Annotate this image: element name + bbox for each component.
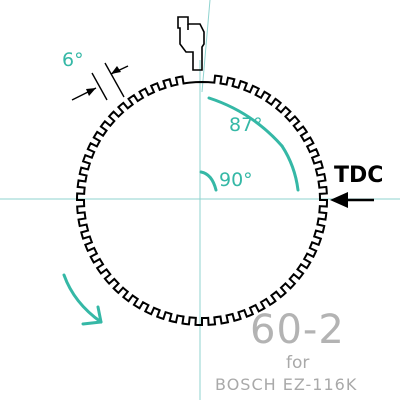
quadrant-angle-label: 90° [219, 169, 253, 191]
sensor-axis-line [201, 0, 211, 93]
application-label: BOSCH EZ-116K [215, 375, 357, 394]
quadrant-angle-annotation: 90° [199, 169, 253, 192]
tooth-pitch-label: 6° [62, 49, 84, 71]
rotation-arrow-icon [62, 273, 103, 326]
toothed-wheel-outline [75, 74, 329, 327]
sensor-icon [177, 16, 205, 71]
tdc-arrow-icon [330, 192, 374, 208]
wheel-type-label: 60-2 [250, 307, 345, 353]
for-label: for [286, 353, 309, 373]
sensor-angle-label: 87° [229, 114, 263, 136]
tdc-label: TDC [334, 163, 383, 188]
tooth-pitch-annotation: 6° [62, 49, 129, 101]
sensor-angle-annotation: 87° [207, 96, 300, 192]
